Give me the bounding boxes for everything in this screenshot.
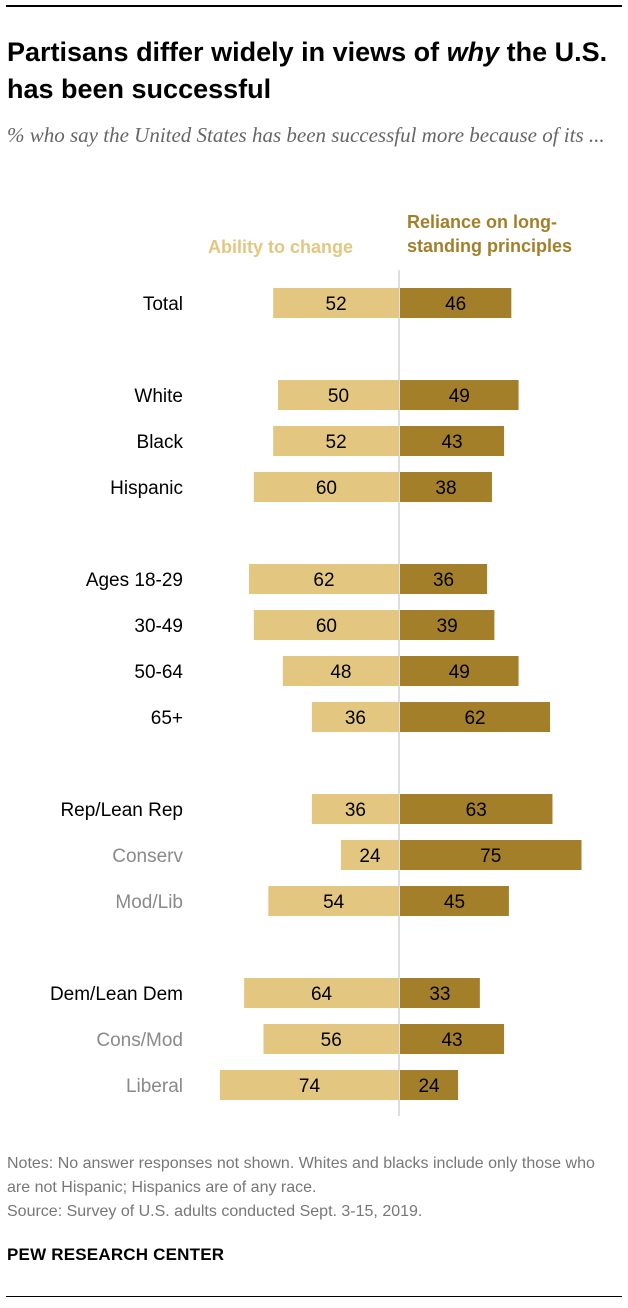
value-label-principles: 49 [449, 386, 470, 407]
bar-ability-to-change [253, 472, 399, 502]
value-label-principles: 33 [429, 984, 450, 1005]
bar-reliance-on-principles [400, 288, 512, 318]
source-text: Source: Survey of U.S. adults conducted … [7, 1203, 423, 1220]
bar-ability-to-change [273, 288, 399, 318]
bar-reliance-on-principles [400, 1070, 459, 1100]
value-label-principles: 39 [437, 616, 458, 637]
bar-ability-to-change [219, 1070, 399, 1100]
bar-reliance-on-principles [400, 794, 553, 824]
value-label-ability: 48 [330, 662, 351, 683]
bar-reliance-on-principles [400, 656, 519, 686]
value-label-principles: 38 [435, 478, 456, 499]
value-label-principles: 43 [441, 1030, 462, 1051]
bar-reliance-on-principles [400, 380, 519, 410]
bar-ability-to-change [311, 702, 399, 732]
value-label-ability: 36 [345, 800, 366, 821]
bar-reliance-on-principles [400, 702, 551, 732]
value-label-principles: 49 [449, 662, 470, 683]
bar-ability-to-change [273, 426, 399, 456]
category-label: Black [137, 432, 184, 453]
category-label: 65+ [151, 708, 183, 729]
category-label: Conserv [112, 846, 183, 867]
bar-ability-to-change [244, 978, 399, 1008]
chart-subtitle: % who say the United States has been suc… [7, 123, 605, 147]
value-label-ability: 60 [316, 616, 337, 637]
value-label-ability: 24 [359, 846, 381, 867]
diverging-bar-chart: Total 52 46 White 50 49 Black 52 43 Hispanic 60 38 A… [50, 270, 582, 1116]
top-rule [6, 5, 622, 7]
bar-reliance-on-principles [400, 610, 495, 640]
bar-ability-to-change [340, 840, 399, 870]
category-label: Hispanic [110, 478, 183, 499]
value-label-principles: 36 [433, 570, 454, 591]
category-label: Liberal [126, 1076, 183, 1097]
bar-reliance-on-principles [400, 886, 509, 916]
legend-ability-to-change: Ability to change [208, 237, 354, 257]
legend-right-line-2: standing principles [407, 236, 573, 256]
value-label-ability: 52 [326, 432, 347, 453]
bar-ability-to-change [268, 886, 399, 916]
pew-research-center-logo-text: PEW RESEARCH CENTER [7, 1245, 225, 1264]
value-label-principles: 24 [418, 1076, 440, 1097]
bar-reliance-on-principles [400, 978, 480, 1008]
value-label-ability: 60 [316, 478, 337, 499]
category-label: Mod/Lib [115, 892, 183, 913]
bar-ability-to-change [263, 1024, 399, 1054]
notes-text: Notes: No answer responses not shown. Wh… [7, 1155, 595, 1196]
value-label-principles: 46 [445, 294, 466, 315]
bar-reliance-on-principles [400, 472, 492, 502]
value-label-ability: 50 [328, 386, 349, 407]
category-label: Total [143, 294, 183, 315]
value-label-principles: 43 [441, 432, 462, 453]
chart-title: Partisans differ widely in views of why … [7, 37, 608, 104]
bar-reliance-on-principles [400, 426, 505, 456]
bar-ability-to-change [311, 794, 399, 824]
bottom-rule [6, 1296, 622, 1297]
value-label-ability: 36 [345, 708, 366, 729]
bar-reliance-on-principles [400, 564, 488, 594]
legend-right-line-1: Reliance on long- [407, 212, 558, 232]
value-label-principles: 62 [464, 708, 485, 729]
bar-ability-to-change [253, 610, 399, 640]
bar-reliance-on-principles [400, 1024, 505, 1054]
value-label-ability: 56 [321, 1030, 342, 1051]
value-label-principles: 45 [444, 892, 465, 913]
bar-ability-to-change [278, 380, 399, 410]
value-label-ability: 62 [313, 570, 334, 591]
category-label: 50-64 [134, 662, 183, 683]
value-label-ability: 54 [323, 892, 345, 913]
value-label-principles: 75 [480, 846, 501, 867]
category-label: Dem/Lean Dem [50, 984, 183, 1005]
bar-reliance-on-principles [400, 840, 582, 870]
chart-notes: Notes: No answer responses not shown. Wh… [7, 1152, 622, 1224]
value-label-ability: 64 [311, 984, 333, 1005]
category-label: Rep/Lean Rep [60, 800, 183, 821]
category-label: White [134, 386, 183, 407]
category-label: Ages 18-29 [86, 570, 183, 591]
legend-reliance-on-principles: Reliance on long- standing principles [407, 210, 622, 258]
value-label-principles: 63 [466, 800, 487, 821]
category-label: 30-49 [134, 616, 183, 637]
category-label: Cons/Mod [96, 1030, 183, 1051]
value-label-ability: 74 [299, 1076, 321, 1097]
bar-ability-to-change [248, 564, 399, 594]
value-label-ability: 52 [326, 294, 347, 315]
bar-ability-to-change [282, 656, 399, 686]
